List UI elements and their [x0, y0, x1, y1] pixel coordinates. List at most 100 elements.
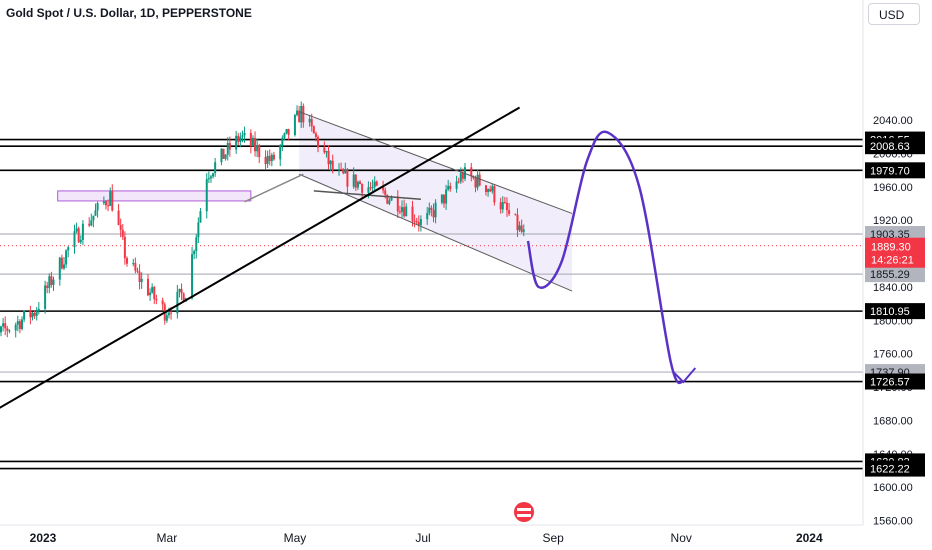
candle-body [180, 288, 183, 294]
y-tick-label: 1840.00 [873, 282, 913, 294]
candle-body [6, 328, 9, 331]
y-tick-label: 2040.00 [873, 115, 913, 127]
candle-body [165, 315, 168, 321]
candle-body [426, 213, 429, 220]
candle-body [503, 202, 506, 204]
candle-body [117, 210, 120, 226]
candle-body [241, 135, 244, 137]
candle-body [96, 203, 99, 211]
candle-body [354, 174, 357, 188]
candle-body [199, 211, 202, 223]
candle-body [522, 229, 525, 232]
candle-body [29, 310, 32, 318]
candle-body [65, 250, 68, 265]
y-tick-label: 1960.00 [873, 182, 913, 194]
candle-body [254, 137, 257, 152]
projection-arrowhead [672, 367, 697, 384]
level-label: 1979.70 [870, 165, 910, 177]
candle-body [317, 136, 320, 148]
candle-body [325, 151, 328, 153]
candle-body [33, 312, 36, 316]
y-tick-label: 1760.00 [873, 349, 913, 361]
candle-body [67, 247, 70, 251]
candle-body [338, 169, 341, 171]
candle-body [228, 142, 231, 150]
candle-body [285, 128, 288, 134]
candle-body [266, 155, 269, 164]
candle-body [293, 115, 296, 135]
candle-body [92, 215, 95, 221]
candle-body [447, 185, 450, 190]
channel-upper-line [298, 111, 573, 214]
candle-body [279, 145, 282, 160]
candle-body [155, 298, 158, 301]
candle-body [136, 270, 139, 272]
candle-body [375, 181, 378, 186]
candle-body [373, 181, 376, 187]
candle-body [382, 185, 385, 191]
candle-body [514, 213, 517, 215]
candle-body [18, 321, 21, 329]
y-tick-label: 1920.00 [873, 215, 913, 227]
candle-body [432, 209, 435, 218]
candle-body [461, 173, 464, 179]
candle-body [396, 196, 399, 212]
candle-body [14, 324, 17, 331]
candle-body [474, 178, 477, 188]
candle-body [226, 142, 229, 155]
candle-body [170, 312, 173, 314]
candle-body [220, 148, 223, 163]
candle-body [478, 174, 481, 186]
candle-body [62, 264, 65, 269]
candle-body [344, 169, 347, 174]
candle-body [8, 330, 11, 332]
candle-body [153, 287, 156, 299]
candle-body [401, 207, 404, 212]
candle-body [235, 135, 238, 150]
candle-body [413, 220, 416, 222]
candle-body [138, 271, 141, 282]
x-tick-label: Sep [542, 531, 564, 545]
x-tick-label: May [284, 531, 307, 545]
candle-body [520, 225, 523, 232]
level-label: 1622.22 [870, 464, 910, 476]
candle-body [440, 194, 443, 203]
candle-body [428, 207, 431, 214]
candle-body [90, 220, 93, 226]
candle-body [81, 223, 84, 240]
candle-body [403, 207, 406, 217]
candle-body [149, 292, 152, 296]
currency-button[interactable]: USD [868, 3, 920, 25]
level-label-bg [865, 162, 925, 179]
current-price-label-bg [865, 237, 925, 268]
candle-body [287, 128, 290, 135]
candle-body [329, 160, 332, 165]
candle-body [390, 196, 393, 201]
candle-body [23, 310, 26, 320]
level-label: 1855.29 [870, 269, 910, 281]
candle-body [449, 185, 452, 189]
chart-title: Gold Spot / U.S. Dollar, 1D, PEPPERSTONE [6, 6, 252, 20]
candle-body [243, 132, 246, 136]
x-tick-label: 2023 [30, 531, 57, 545]
candle-body [411, 206, 414, 221]
candle-body [264, 157, 267, 164]
candle-body [470, 167, 473, 177]
candle-body [193, 251, 196, 255]
candle-body [312, 126, 315, 134]
level-label-bg [865, 303, 925, 320]
candle-body [361, 183, 364, 193]
candle-body [212, 173, 215, 177]
candle-body [161, 300, 164, 305]
candle-body [37, 308, 40, 312]
candle-body [140, 278, 143, 282]
candle-body [457, 181, 460, 183]
candle-body [346, 169, 349, 187]
candle-body [214, 162, 217, 174]
level-label-bg [865, 373, 925, 390]
candle-body [249, 132, 252, 147]
candle-body [46, 285, 49, 288]
candle-body [256, 145, 259, 152]
candle-body [197, 222, 200, 238]
